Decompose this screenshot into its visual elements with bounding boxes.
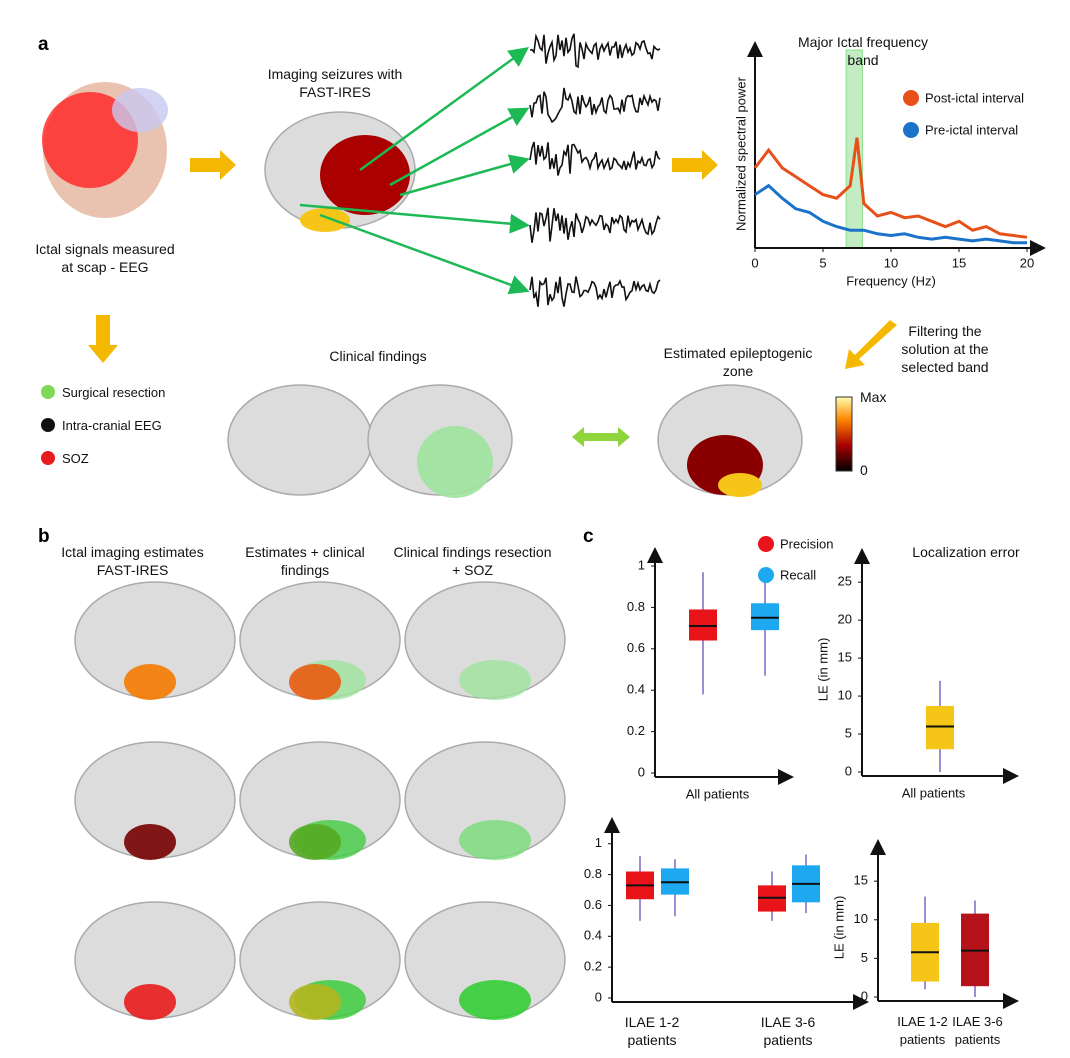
y-tick-label: 15 bbox=[854, 873, 868, 888]
series-line bbox=[753, 137, 1028, 239]
legend-dot bbox=[903, 90, 919, 106]
colorbar bbox=[835, 396, 853, 472]
legend-label: Post-ictal interval bbox=[925, 90, 1024, 105]
legend-dot bbox=[758, 567, 774, 583]
box bbox=[926, 705, 954, 750]
y-tick-label: 1 bbox=[638, 557, 645, 572]
y-tick-label: 0.8 bbox=[627, 599, 645, 614]
x-tick-label: ILAE 1-2 patients bbox=[624, 1014, 680, 1048]
y-tick-label: 0.6 bbox=[584, 897, 602, 912]
green-arrows bbox=[299, 47, 530, 295]
y-tick-label: 5 bbox=[845, 725, 852, 740]
x-axis-label: Frequency (Hz) bbox=[846, 273, 936, 288]
yellow-arrows bbox=[88, 150, 897, 369]
y-axis-label: Normalized spectral power bbox=[733, 76, 748, 231]
region bbox=[289, 824, 341, 860]
region bbox=[289, 984, 341, 1020]
legend-dot bbox=[41, 451, 55, 465]
caption: Estimated epileptogenic zone bbox=[663, 345, 813, 379]
region bbox=[124, 984, 176, 1020]
x-tick-label: ILAE 3-6 patients bbox=[952, 1014, 1003, 1047]
region bbox=[459, 660, 531, 700]
x-axis-label: All patients bbox=[902, 785, 966, 800]
eeg-trace bbox=[529, 141, 661, 176]
y-tick-label: 25 bbox=[838, 574, 852, 589]
y-tick-label: 0 bbox=[638, 764, 645, 779]
brains bbox=[227, 111, 803, 498]
panel-label: c bbox=[583, 526, 594, 547]
box bbox=[751, 603, 779, 631]
legend-label: SOZ bbox=[62, 451, 89, 466]
caption: Ictal signals measured at scap - EEG bbox=[35, 241, 175, 275]
legend-label: Precision bbox=[780, 536, 833, 551]
y-tick-label: 0.8 bbox=[584, 866, 602, 881]
column-title: Ictal imaging estimates FAST-IRES bbox=[61, 544, 204, 578]
caption: Clinical findings bbox=[329, 348, 427, 364]
region bbox=[124, 664, 176, 700]
y-axis-label: LE (in mm) bbox=[831, 896, 846, 960]
panel-label: b bbox=[38, 526, 50, 547]
x-tick-label: ILAE 1-2 patients bbox=[897, 1014, 948, 1047]
colorbar-label: Max bbox=[860, 389, 887, 405]
box bbox=[689, 609, 717, 641]
y-tick-label: 5 bbox=[861, 950, 868, 965]
x-tick-label: 15 bbox=[952, 255, 966, 270]
panel-label: a bbox=[38, 34, 49, 55]
y-tick-label: 0 bbox=[861, 988, 868, 1003]
eeg-trace bbox=[529, 33, 661, 69]
y-tick-label: 20 bbox=[838, 612, 852, 627]
caption: Imaging seizures with FAST-IRES bbox=[267, 66, 403, 100]
region bbox=[289, 664, 341, 700]
region bbox=[459, 980, 531, 1020]
legend-dot bbox=[903, 122, 919, 138]
y-tick-label: 1 bbox=[595, 835, 602, 850]
chart-title: Localization error bbox=[912, 544, 1020, 560]
colorbar-label: 0 bbox=[860, 462, 868, 478]
legend-dot bbox=[758, 536, 774, 552]
legend-label: Surgical resection bbox=[62, 385, 166, 400]
y-tick-label: 0.2 bbox=[584, 959, 602, 974]
caption: Filtering the solution at the selected b… bbox=[901, 323, 989, 375]
head bbox=[42, 82, 168, 218]
eeg-trace bbox=[529, 207, 661, 243]
legend-label: Pre-ictal interval bbox=[925, 122, 1018, 137]
eeg-traces bbox=[529, 33, 661, 307]
column-title: Clinical findings resection + SOZ bbox=[393, 544, 552, 578]
y-tick-label: 10 bbox=[854, 911, 868, 926]
y-tick-label: 0.4 bbox=[584, 928, 602, 943]
x-tick-label: 20 bbox=[1020, 255, 1034, 270]
legend-label: Intra-cranial EEG bbox=[62, 418, 162, 433]
legend-dot bbox=[41, 418, 55, 432]
series-line bbox=[754, 183, 1027, 245]
eeg-trace bbox=[529, 276, 661, 307]
x-tick-label: 0 bbox=[751, 255, 758, 270]
eeg-trace bbox=[529, 87, 661, 124]
y-tick-label: 0.4 bbox=[627, 682, 645, 697]
y-tick-label: 0.2 bbox=[627, 723, 645, 738]
legend-label: Recall bbox=[780, 567, 816, 582]
chart-title: Major Ictal frequency band bbox=[798, 34, 928, 68]
y-tick-label: 0 bbox=[595, 989, 602, 1004]
x-tick-label: 5 bbox=[819, 255, 826, 270]
double-arrow bbox=[572, 427, 630, 447]
y-tick-label: 10 bbox=[838, 688, 852, 703]
region bbox=[459, 820, 531, 860]
y-tick-label: 0 bbox=[845, 763, 852, 778]
x-axis-label: All patients bbox=[686, 786, 750, 801]
y-tick-label: 0.6 bbox=[627, 640, 645, 655]
region bbox=[124, 824, 176, 860]
y-axis-label: LE (in mm) bbox=[815, 638, 830, 702]
column-title: Estimates + clinical findings bbox=[245, 544, 365, 578]
legend-dot bbox=[41, 385, 55, 399]
y-tick-label: 15 bbox=[838, 650, 852, 665]
x-tick-label: 10 bbox=[884, 255, 898, 270]
x-tick-label: ILAE 3-6 patients bbox=[760, 1014, 816, 1048]
brain-grid bbox=[74, 581, 566, 1020]
